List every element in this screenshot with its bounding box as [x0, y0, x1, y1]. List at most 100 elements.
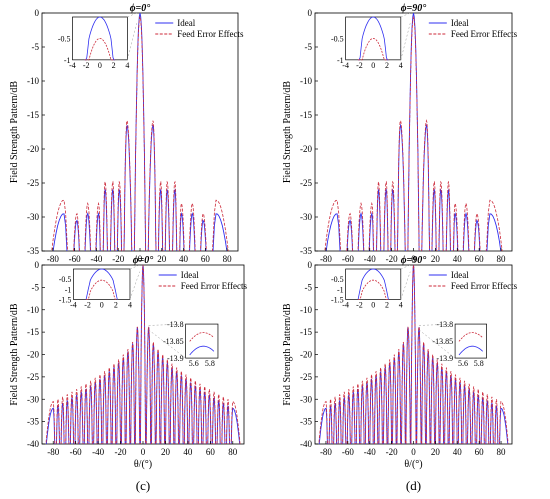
inset2-series-feed — [458, 332, 483, 342]
inset-y-tick-label: -0.5 — [58, 34, 71, 43]
y-tick-label: -15 — [300, 327, 312, 337]
x-tick-label: -60 — [70, 447, 82, 457]
inset-series-feed — [84, 37, 115, 61]
phi-label: ϕ=90° — [401, 3, 426, 14]
x-tick-label: 0 — [411, 254, 416, 264]
inset-x-tick-label: -2 — [356, 61, 363, 70]
y-tick-label: -25 — [27, 178, 39, 188]
inset-guide-line — [400, 271, 411, 300]
y-tick-label: -10 — [27, 305, 39, 315]
x-tick-label: -80 — [47, 447, 59, 457]
y-tick-label: -25 — [27, 372, 39, 382]
x-tick-label: 0 — [141, 447, 146, 457]
x-tick-label: 0 — [138, 254, 143, 264]
phi-label: ϕ=0° — [133, 255, 153, 266]
y-tick-label: -35 — [300, 246, 312, 256]
x-tick-label: -40 — [90, 254, 102, 264]
inset2-series-ideal — [458, 345, 483, 356]
inset-x-tick-label: -4 — [69, 61, 76, 70]
inset-x-tick-label: 4 — [128, 300, 132, 309]
inset-x-tick-label: 4 — [399, 61, 403, 70]
y-tick-label: -10 — [300, 76, 312, 86]
x-tick-label: -80 — [320, 254, 332, 264]
inset2-y-tick-label: -13.9 — [436, 354, 453, 363]
y-tick-label: 0 — [35, 260, 40, 270]
inset-y-tick-label: -0.5 — [59, 275, 72, 284]
inset-series-feed — [358, 279, 389, 300]
x-tick-label: -60 — [342, 447, 354, 457]
legend-feed-label: Feed Error Effects — [451, 29, 518, 39]
x-tick-label: -80 — [320, 447, 332, 457]
x-tick-label: 80 — [228, 447, 238, 457]
chart-panel-d: -80 -60 -40 -20 0 20 40 60 800-5-10-15-20-25-30-… — [282, 255, 518, 493]
y-tick-label: -30 — [300, 394, 312, 404]
x-tick-label: 40 — [179, 254, 189, 264]
y-axis-label: Field Strength Pattern/dB — [282, 303, 293, 406]
inset-first-sidelobe: 5.6 5.8-13.8-13.85-13.9 — [418, 320, 487, 368]
x-tick-label: 60 — [475, 447, 485, 457]
inset-frame — [345, 268, 402, 300]
x-tick-label: -60 — [342, 254, 354, 264]
x-tick-label: 40 — [453, 447, 463, 457]
inset-x-tick-label: -4 — [342, 300, 349, 309]
y-tick-label: -25 — [300, 372, 312, 382]
series-line-feed — [318, 265, 509, 444]
series-line-feed — [45, 265, 241, 444]
y-tick-label: -25 — [300, 178, 312, 188]
x-tick-label: 80 — [497, 254, 507, 264]
inset-x-tick-label: 2 — [385, 300, 389, 309]
inset-x-tick-label: -4 — [342, 61, 349, 70]
inset-x-tick-label: -2 — [84, 300, 91, 309]
inset-y-tick-label: -1.5 — [331, 295, 344, 304]
y-tick-label: -5 — [32, 282, 40, 292]
panel-caption: (d) — [406, 478, 421, 493]
y-axis-label: Field Strength Pattern/dB — [9, 303, 20, 406]
inset-x-tick-label: 4 — [399, 300, 403, 309]
x-tick-label: 40 — [453, 254, 463, 264]
inset2-frame — [185, 323, 219, 359]
inset-y-tick-label: -1 — [337, 285, 344, 294]
y-tick-label: -5 — [32, 42, 40, 52]
y-tick-label: -15 — [300, 110, 312, 120]
legend-ideal-label: Ideal — [451, 18, 469, 28]
y-tick-label: -15 — [27, 110, 39, 120]
y-tick-label: -30 — [27, 212, 39, 222]
inset-first-sidelobe: 5.6 5.8-13.8-13.85-13.9 — [148, 320, 219, 368]
inset-guide-line — [129, 271, 140, 300]
x-tick-label: 40 — [183, 447, 193, 457]
inset-main-lobe: -4 -2 0 2 4 -0.5 -1 — [331, 12, 411, 70]
inset-main-lobe: -4 -2 0 2 4 -0.5-1-1.5 — [59, 264, 140, 309]
inset2-x-tick-label: 5.6 — [458, 359, 468, 368]
y-tick-label: -35 — [27, 417, 39, 427]
inset-y-tick-label: -0.5 — [331, 34, 344, 43]
chart-panel-c: -80 -60 -40 -20 0 20 40 60 800-5-10-15-20-25-30-… — [9, 255, 248, 493]
legend-ideal-label: Ideal — [181, 270, 199, 280]
plot-frame — [314, 12, 513, 252]
inset2-y-tick-label: -13.85 — [432, 337, 453, 346]
y-tick-label: -20 — [300, 350, 312, 360]
legend-ideal-label: Ideal — [451, 270, 469, 280]
x-tick-label: 0 — [411, 447, 416, 457]
inset-x-tick-label: -2 — [356, 300, 363, 309]
inset-x-tick-label: 0 — [371, 300, 375, 309]
series-line-ideal — [45, 265, 241, 444]
x-tick-label: 80 — [223, 254, 233, 264]
x-tick-label: -20 — [386, 254, 398, 264]
inset-y-tick-label: -1 — [64, 56, 71, 65]
inset-y-tick-label: -1 — [65, 285, 72, 294]
x-tick-label: 20 — [431, 254, 441, 264]
plot-frame — [41, 12, 239, 252]
inset-y-tick-label: -1.5 — [59, 295, 72, 304]
inset-guide-line — [400, 264, 411, 270]
inset-x-tick-label: 0 — [100, 300, 104, 309]
inset2-y-tick-label: -13.8 — [167, 320, 184, 329]
series-line-feed — [51, 16, 229, 251]
inset-frame — [73, 268, 131, 300]
inset-main-lobe: -4 -2 0 2 4 -0.5-1-1.5 — [331, 264, 411, 309]
y-tick-label: -30 — [27, 394, 39, 404]
series-line-ideal — [318, 265, 509, 444]
y-tick-label: -20 — [27, 350, 39, 360]
y-tick-label: -20 — [27, 144, 39, 154]
inset-x-tick-label: 2 — [112, 61, 116, 70]
